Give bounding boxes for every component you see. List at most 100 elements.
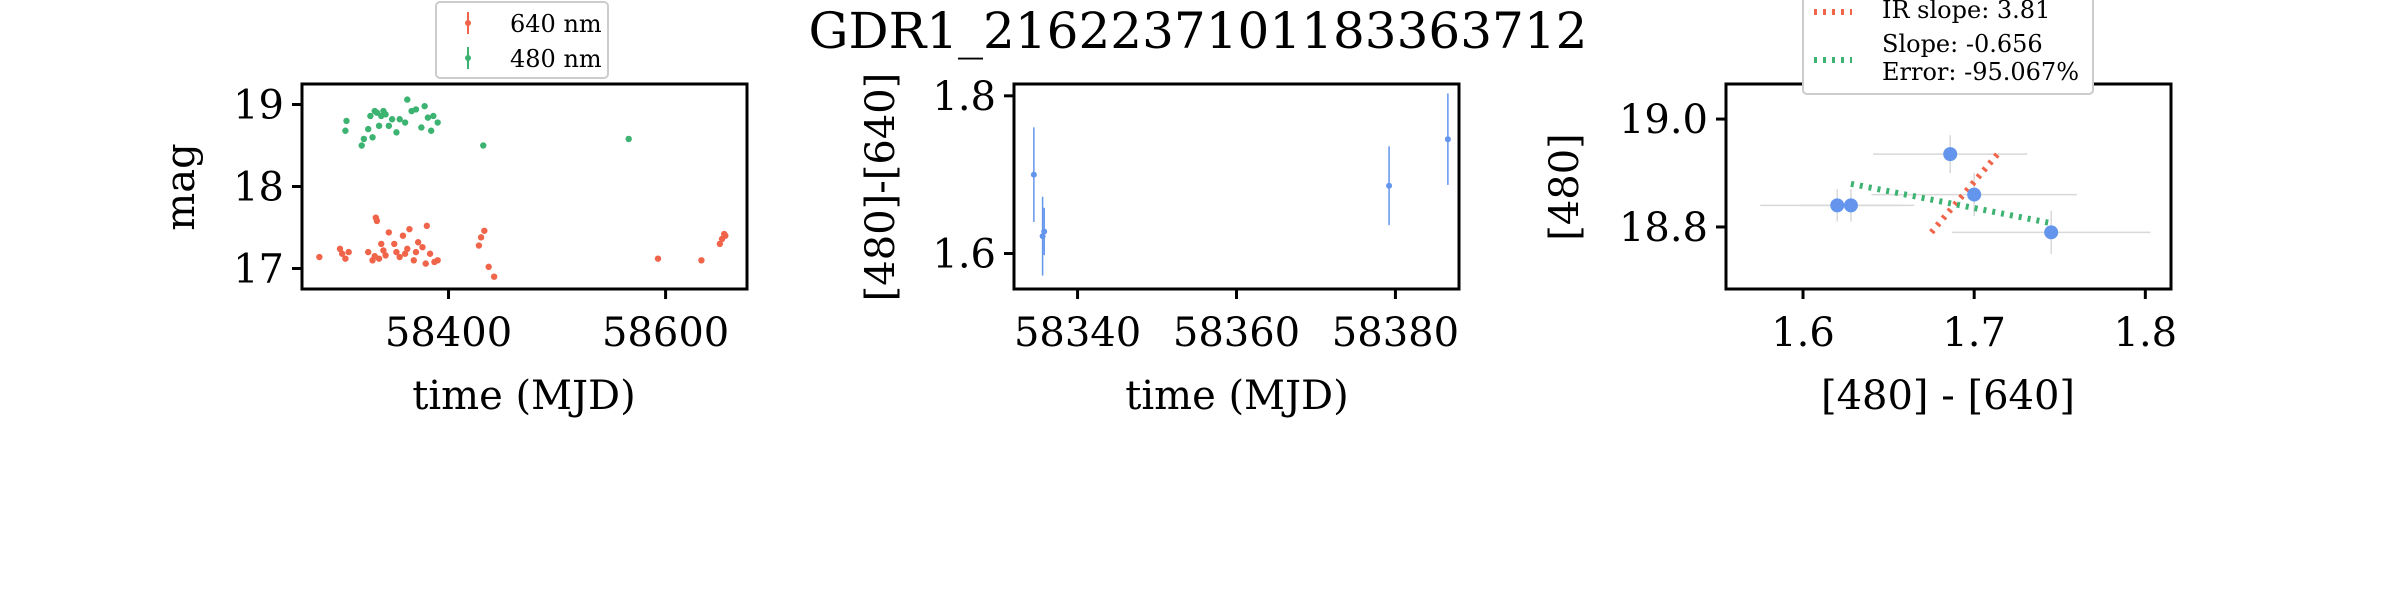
point-480nm: [430, 112, 437, 120]
legend-480nm-label: 480 nm: [510, 45, 602, 73]
color-time-marks: [1030, 93, 1451, 276]
point-480nm: [369, 134, 376, 141]
point-640nm: [393, 248, 400, 256]
point-640nm: [375, 255, 383, 262]
legend-480nm-marker: [465, 55, 471, 61]
point-480nm: [412, 106, 420, 113]
color-mag-ytick-label: 18.8: [1619, 205, 1708, 251]
point-480nm: [367, 112, 374, 120]
color-mag-point: [1843, 198, 1858, 213]
point-640nm: [380, 247, 387, 254]
color-time-xtick-label: 58360: [1173, 310, 1300, 356]
color-time-xtick-label: 58380: [1332, 310, 1459, 356]
lightcurve-panel: 58400 58600 17 18 19 time (MJD) mag 640 nm 4…: [158, 1, 749, 419]
point-480nm: [373, 109, 381, 116]
color-time-ylabel: [480]-[640]: [858, 73, 904, 302]
color-time-point: [1030, 171, 1037, 178]
color-time-point: [1386, 182, 1393, 189]
legend-ir-slope-label: IR slope: 3.81: [1882, 0, 2050, 24]
color-mag-legend: IR slope: 3.81 Slope: -0.656 Error: -95.…: [1802, 0, 2094, 95]
point-640nm: [475, 242, 483, 249]
color-mag-point: [1943, 147, 1958, 162]
color-time-axes-frame: [1012, 82, 1461, 291]
point-480nm: [375, 122, 383, 130]
point-480nm: [625, 135, 632, 143]
slope-fit-line: [1850, 180, 2052, 227]
point-480nm: [418, 124, 425, 131]
point-480nm: [424, 114, 432, 121]
point-480nm: [480, 142, 487, 149]
color-time-point: [1041, 228, 1048, 235]
color-mag-ylabel: [480]: [1542, 133, 1588, 241]
point-640nm: [654, 255, 662, 262]
point-640nm: [385, 229, 393, 236]
color-mag-legend-box: [1802, 0, 2094, 95]
point-640nm: [419, 243, 426, 251]
point-480nm: [401, 119, 409, 126]
color-mag-xtick-label: 1.6: [1771, 310, 1835, 356]
point-480nm: [358, 142, 365, 149]
color-mag-axes-frame: [1724, 82, 2173, 291]
point-640nm: [423, 222, 431, 230]
point-480nm: [343, 117, 350, 125]
point-480nm: [360, 135, 368, 143]
point-640nm: [345, 248, 352, 256]
legend-640nm-marker: [465, 20, 471, 26]
point-640nm: [490, 273, 498, 280]
ir-slope-fit-line: [1929, 149, 2003, 235]
lightcurve-ytick-label: 17: [233, 247, 284, 293]
point-640nm: [477, 234, 485, 241]
point-640nm: [373, 217, 381, 225]
lightcurve-ytick-label: 18: [233, 165, 284, 211]
lightcurve-legend: 640 nm 480 nm: [435, 1, 609, 79]
point-640nm: [412, 248, 420, 256]
color-mag-panel: 1.6 1.7 1.8 18.8 19.0 [480] - [640] [480] IR…: [1542, 0, 2177, 419]
point-480nm: [434, 119, 441, 126]
lightcurve-legend-box: [435, 1, 609, 79]
point-640nm: [378, 240, 385, 248]
point-480nm: [421, 102, 428, 110]
point-640nm: [410, 257, 417, 264]
point-640nm: [365, 248, 372, 256]
color-time-point: [1444, 136, 1451, 143]
color-mag-marks: [1760, 135, 2151, 254]
point-480nm: [382, 111, 389, 118]
color-mag-point: [2044, 225, 2059, 240]
point-640nm: [391, 240, 398, 248]
point-640nm: [396, 253, 403, 261]
lightcurve-ytick-label: 19: [233, 83, 284, 129]
point-480nm: [427, 127, 435, 134]
color-mag-ticks: 1.6 1.7 1.8 18.8 19.0: [1619, 97, 2177, 356]
point-640nm: [422, 260, 429, 267]
point-640nm: [485, 263, 492, 271]
point-640nm: [716, 240, 724, 248]
point-480nm: [404, 96, 411, 103]
point-640nm: [406, 225, 413, 233]
color-mag-point: [1830, 198, 1845, 213]
lightcurve-ticks: 58400 58600 17 18 19: [233, 83, 729, 357]
color-time-xlabel: time (MJD): [1125, 373, 1348, 419]
color-time-panel: 58340 58360 58380 1.6 1.8 time (MJD) [480]-[…: [858, 73, 1461, 419]
point-640nm: [426, 250, 434, 257]
color-mag-xtick-label: 1.7: [1942, 310, 2006, 356]
point-640nm: [399, 232, 407, 239]
point-640nm: [342, 255, 349, 262]
lightcurve-xtick-label: 58600: [602, 310, 729, 356]
color-time-xtick-label: 58340: [1014, 310, 1141, 356]
point-480nm: [365, 125, 372, 133]
color-mag-xlabel: [480] - [640]: [1821, 373, 2075, 419]
color-mag-xtick-label: 1.8: [2114, 310, 2178, 356]
point-480nm: [385, 122, 393, 130]
color-mag-point: [1967, 187, 1982, 202]
lightcurve-marks: [316, 96, 729, 280]
color-time-ytick-label: 1.6: [932, 232, 996, 278]
point-480nm: [388, 116, 396, 123]
point-480nm: [393, 129, 400, 136]
legend-error-label: Error: -95.067%: [1882, 58, 2079, 86]
point-640nm: [698, 257, 705, 264]
point-640nm: [338, 250, 346, 257]
point-640nm: [336, 245, 344, 253]
point-640nm: [722, 232, 729, 239]
point-640nm: [382, 252, 389, 259]
